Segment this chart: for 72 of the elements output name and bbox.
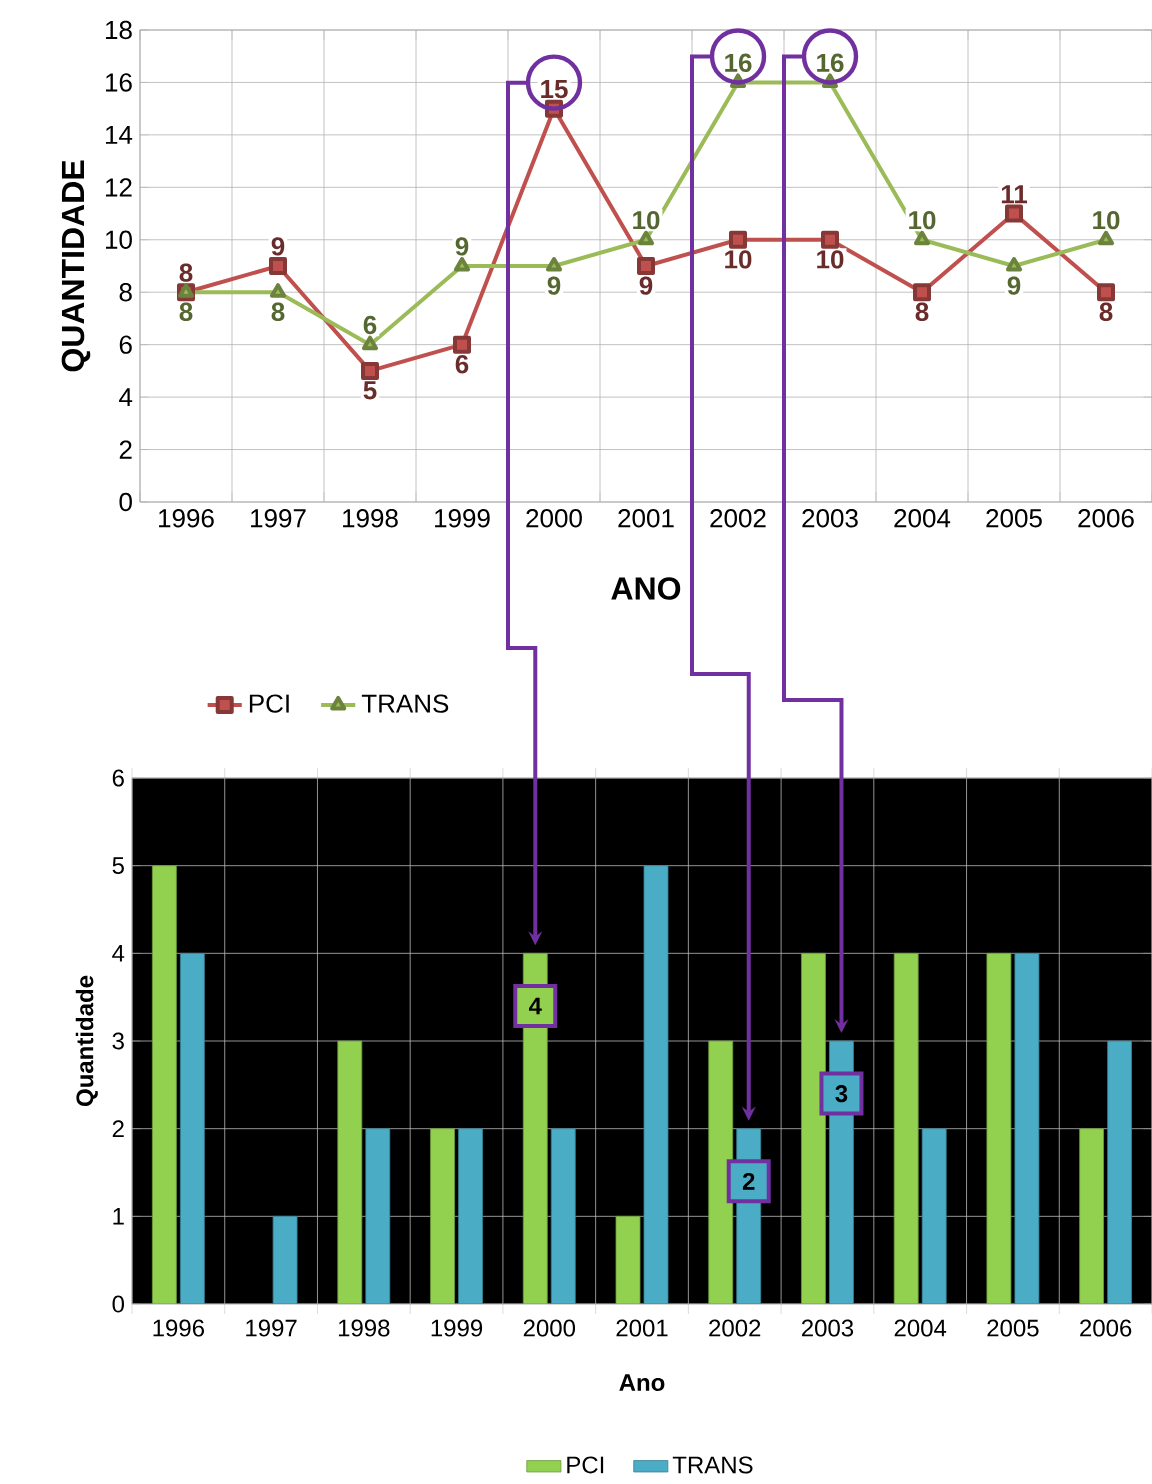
data-label: 16 <box>817 53 844 73</box>
data-label: 9 <box>639 276 653 295</box>
y-tick-label: 0 <box>119 492 132 512</box>
y-tick-label: 8 <box>119 283 132 302</box>
data-label: 11 <box>1001 185 1028 204</box>
x-tick-label: 2004 <box>894 1319 947 1337</box>
legend-label: PCI <box>249 694 289 713</box>
y-tick-label: 3 <box>112 1032 124 1050</box>
data-label: 9 <box>271 237 285 256</box>
y-axis-title: Quantidade <box>75 975 98 1107</box>
x-tick-label: 2002 <box>710 509 766 528</box>
legend-label: TRANS <box>672 1456 753 1474</box>
x-tick-label: 2001 <box>616 1319 668 1337</box>
x-tick-label: 1998 <box>343 509 398 528</box>
y-tick-label: 10 <box>105 230 132 249</box>
data-label: 10 <box>909 210 936 230</box>
y-tick-label: 5 <box>112 857 124 875</box>
x-tick-label: 2005 <box>986 509 1042 528</box>
data-label: 6 <box>455 355 469 374</box>
x-tick-label: 2000 <box>526 509 582 528</box>
y-axis-title: QUANTIDADE <box>61 160 91 372</box>
data-label: 15 <box>541 80 568 99</box>
data-label: 9 <box>1007 276 1021 295</box>
x-tick-label: 1996 <box>153 1319 204 1337</box>
x-tick-label: 1997 <box>246 1319 297 1337</box>
x-tick-label: 2001 <box>618 509 674 528</box>
data-label: 8 <box>179 302 193 322</box>
y-tick-label: 4 <box>119 388 133 407</box>
data-label: 10 <box>725 250 752 269</box>
data-label: 10 <box>1093 210 1120 230</box>
y-tick-label: 12 <box>105 178 132 197</box>
x-tick-label: 1998 <box>338 1319 390 1337</box>
data-label: 8 <box>915 302 929 322</box>
data-label: 8 <box>179 263 193 282</box>
x-axis-title: ANO <box>611 577 681 600</box>
annotation: 2 <box>742 1172 755 1190</box>
x-tick-label: 1999 <box>435 509 490 528</box>
x-tick-label: 1997 <box>251 509 306 528</box>
x-tick-label: 2005 <box>987 1319 1039 1337</box>
y-tick-label: 6 <box>119 335 132 354</box>
x-tick-label: 1996 <box>159 509 214 528</box>
x-tick-label: 2000 <box>523 1319 576 1337</box>
data-label: 9 <box>547 276 561 295</box>
y-tick-label: 2 <box>112 1120 124 1138</box>
y-tick-label: 16 <box>105 73 132 92</box>
y-tick-label: 6 <box>112 769 124 787</box>
data-label: 5 <box>363 381 377 400</box>
x-tick-label: 1999 <box>431 1319 483 1337</box>
x-tick-label: 2006 <box>1078 509 1134 528</box>
y-tick-label: 18 <box>105 20 132 40</box>
y-tick-label: 0 <box>112 1295 125 1313</box>
x-tick-label: 2003 <box>802 509 858 528</box>
x-tick-label: 2006 <box>1080 1319 1132 1337</box>
x-tick-label: 2003 <box>801 1319 854 1337</box>
data-label: 9 <box>455 237 469 256</box>
data-label: 10 <box>817 250 844 269</box>
data-label: 10 <box>633 210 660 230</box>
x-tick-label: 2002 <box>709 1319 761 1337</box>
x-axis-title: Ano <box>619 1374 665 1392</box>
y-tick-label: 1 <box>113 1208 124 1225</box>
data-label: 8 <box>1099 302 1113 322</box>
y-tick-label: 4 <box>112 945 125 962</box>
y-tick-label: 14 <box>105 125 133 144</box>
annotation: 4 <box>528 997 542 1015</box>
annotation: 3 <box>835 1085 848 1103</box>
legend-label: TRANS <box>361 694 449 713</box>
y-tick-label: 2 <box>119 440 132 459</box>
data-label: 8 <box>271 302 285 322</box>
x-tick-label: 2004 <box>894 509 951 528</box>
legend-label: PCI <box>567 1456 604 1474</box>
data-label: 6 <box>363 315 377 335</box>
data-label: 16 <box>725 53 752 73</box>
